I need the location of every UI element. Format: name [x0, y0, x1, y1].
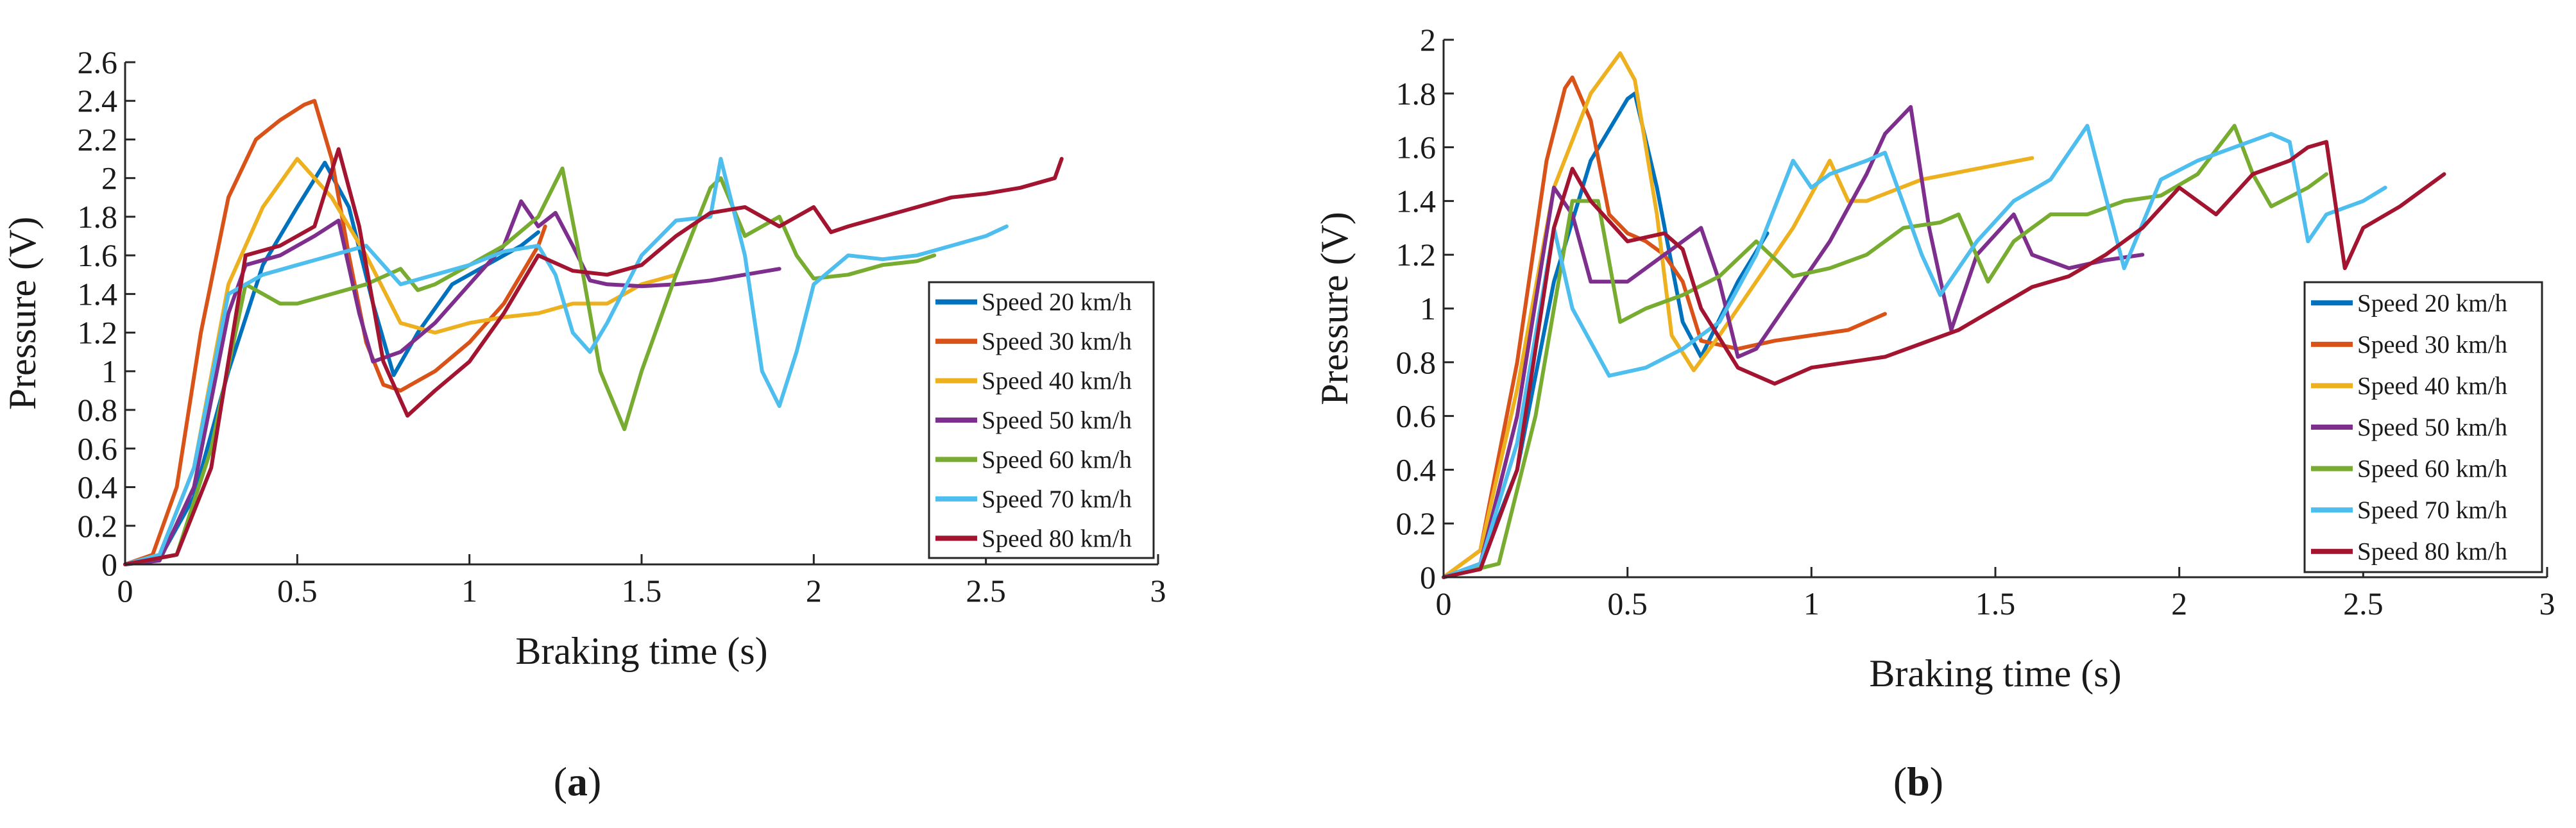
legend-entry-label: Speed 30 km/h [2357, 331, 2507, 359]
legend-entry-label: Speed 80 km/h [2357, 538, 2507, 566]
y-axis-label: Pressure (V) [1, 217, 44, 410]
y-tick-label: 1 [101, 353, 117, 389]
x-tick-label: 2 [806, 573, 822, 609]
y-tick-label: 0 [1420, 559, 1436, 595]
chart-panel-b: 0 0.5 1 1.5 2 2.5 3 0 0.2 0.4 0.6 0.8 1 1.2 1.4 1.6 1.8 2… [1313, 22, 2555, 804]
legend-entry-label: Speed 70 km/h [2357, 496, 2507, 524]
x-tick-label: 1.5 [1975, 586, 2016, 621]
caption-paren-close: ) [1930, 759, 1943, 804]
series-line-4 [1442, 105, 2145, 579]
y-tick-label: 0.8 [1396, 344, 1437, 380]
series-line-6 [123, 156, 1009, 566]
y-tick-label: 0.2 [1396, 505, 1437, 541]
x-tick-label: 1 [1804, 586, 1820, 621]
legend: Speed 20 km/h Speed 30 km/h Speed 40 km/h S… [2303, 281, 2543, 573]
x-tick-label: 0 [1436, 586, 1452, 621]
y-tick-label: 1.4 [78, 276, 118, 312]
x-tick-label: 3 [2539, 586, 2555, 621]
series-line-5 [123, 166, 937, 566]
legend-entry-label: Speed 50 km/h [2357, 414, 2507, 441]
series-line-1 [123, 160, 540, 566]
y-tick-label: 0 [101, 546, 117, 582]
y-tick-label: 1 [1420, 291, 1436, 326]
y-axis-label: Pressure (V) [1313, 212, 1356, 405]
legend-entry-label: Speed 20 km/h [2357, 289, 2507, 317]
panel-caption: (a) [554, 759, 602, 804]
x-tick-label: 0 [117, 573, 133, 609]
caption-paren-close: ) [588, 759, 601, 804]
x-axis-label: Braking time (s) [1869, 652, 2121, 695]
y-tick-label: 1.8 [1396, 76, 1437, 112]
y-tick-label: 0.8 [78, 392, 118, 428]
caption-paren-open: ( [1893, 759, 1907, 804]
x-tick-label: 2 [2171, 586, 2187, 621]
y-tick-label: 2 [101, 160, 117, 196]
series-line-3 [123, 156, 678, 566]
y-tick-label: 1.2 [78, 315, 118, 351]
caption-paren-open: ( [554, 759, 567, 804]
y-tick-label: 1.6 [78, 237, 118, 273]
series-line-7 [123, 147, 1064, 566]
legend-entry-label: Speed 20 km/h [982, 289, 1132, 316]
series-line-2 [123, 99, 547, 566]
y-tick-label: 1.6 [1396, 130, 1437, 165]
y-tick-label: 2.2 [78, 121, 118, 157]
y-tick-label: 2.6 [78, 44, 118, 80]
caption-letter: b [1907, 759, 1930, 804]
legend-entry-label: Speed 40 km/h [982, 368, 1132, 395]
panel-caption: (b) [1893, 759, 1943, 804]
caption-letter: a [567, 759, 588, 804]
y-tick-label: 0.4 [78, 469, 118, 505]
series-line-5 [1442, 124, 2328, 579]
y-tick-label: 1.4 [1396, 183, 1437, 219]
legend: Speed 20 km/h Speed 30 km/h Speed 40 km/h S… [928, 281, 1155, 559]
x-tick-label: 2.5 [2343, 586, 2384, 621]
y-tick-label: 0.6 [78, 430, 118, 466]
y-tick-label: 0.2 [78, 508, 118, 544]
y-tick-label: 2.4 [78, 83, 118, 119]
y-tick-label: 2 [1420, 22, 1436, 58]
chart-panel-a: 0 0.5 1 1.5 2 2.5 300.20.40.60.811.21.41.61.82… [1, 44, 1166, 804]
legend-entry-label: Speed 40 km/h [2357, 372, 2507, 400]
legend-entry-label: Speed 80 km/h [982, 525, 1132, 552]
x-tick-label: 1.5 [622, 573, 662, 609]
legend-entry-label: Speed 50 km/h [982, 407, 1132, 434]
x-tick-label: 1 [461, 573, 477, 609]
series-line-7 [1442, 140, 2446, 579]
x-tick-label: 3 [1150, 573, 1166, 609]
y-tick-label: 1.2 [1396, 237, 1437, 273]
legend-entry-label: Speed 60 km/h [982, 446, 1132, 473]
y-tick-label: 0.4 [1396, 452, 1437, 487]
legend-entry-label: Speed 30 km/h [982, 328, 1132, 355]
x-axis-label: Braking time (s) [515, 630, 767, 672]
y-tick-label: 0.6 [1396, 398, 1437, 434]
legend-entry-label: Speed 70 km/h [982, 486, 1132, 513]
y-tick-label: 1.8 [78, 199, 118, 235]
legend-entry-label: Speed 60 km/h [2357, 455, 2507, 483]
x-tick-label: 0.5 [1607, 586, 1648, 621]
series-line-2 [1442, 75, 1887, 579]
series-line-6 [1442, 124, 2387, 579]
x-tick-label: 0.5 [277, 573, 318, 609]
x-tick-label: 2.5 [966, 573, 1006, 609]
